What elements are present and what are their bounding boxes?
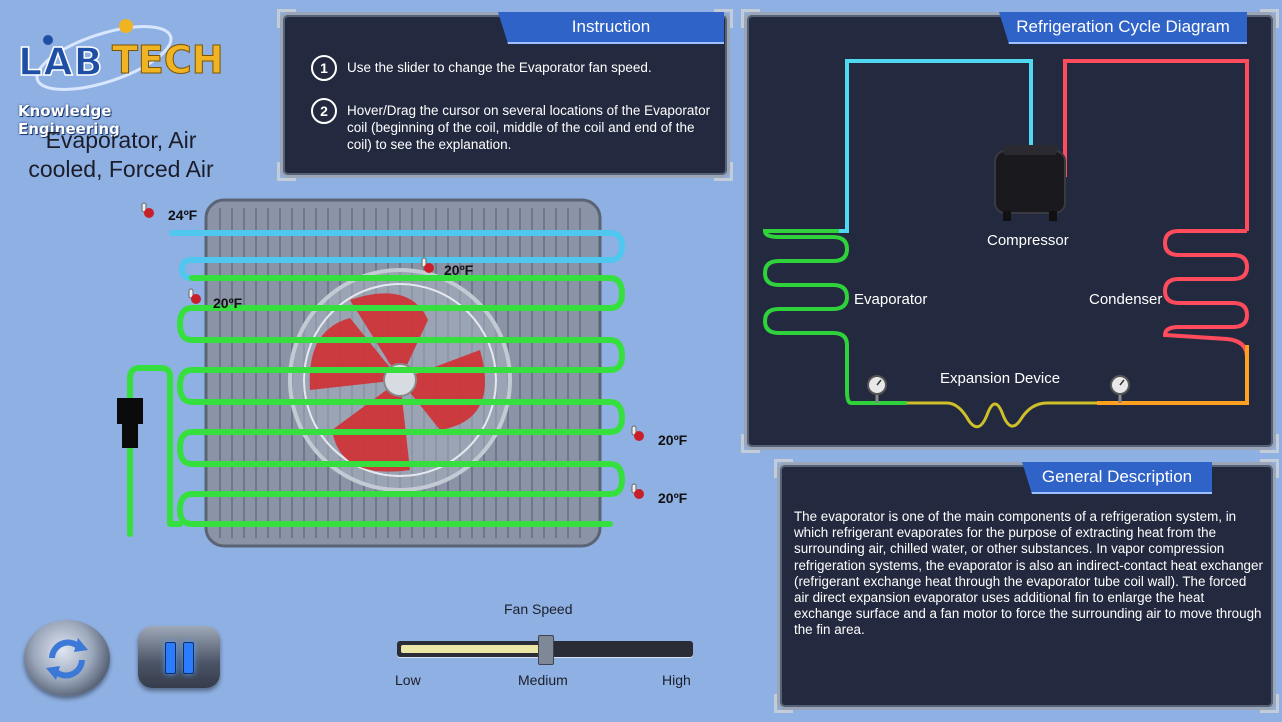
instruction-panel: Instruction 1 Use the slider to change t… (277, 9, 733, 181)
suction-line (839, 59, 1033, 233)
labtech-logo: LAB TECH (14, 12, 234, 102)
fan-speed-low-label: Low (395, 672, 421, 688)
pause-icon (165, 642, 176, 674)
compressor-label: Compressor (987, 232, 1069, 249)
refrigeration-cycle-diagram (762, 59, 1250, 429)
discharge-line (1059, 59, 1249, 231)
liquid-line (1097, 345, 1249, 405)
cycle-diagram-panel: Refrigeration Cycle Diagram (741, 9, 1279, 453)
reset-button[interactable] (24, 620, 110, 696)
coil-tubes (127, 230, 626, 537)
fan-icon (288, 268, 512, 492)
step-number-2: 2 (311, 98, 337, 124)
instruction-text-2: Hover/Drag the cursor on several locatio… (347, 103, 711, 152)
condenser-gauge-icon (1110, 375, 1130, 403)
temp-reading-inlet[interactable]: 24ºF (168, 207, 198, 223)
temp-reading-coil-left[interactable]: 20ºF (213, 295, 243, 311)
temp-reading-coil-right-mid[interactable]: 20ºF (658, 432, 688, 448)
description-panel-title: General Description (1022, 462, 1212, 494)
evaporator-gauge-icon (867, 375, 887, 403)
logo-accent-text: TECH (112, 38, 225, 83)
evaporator-coil-illustration[interactable] (110, 190, 630, 550)
temp-reading-coil-right-low[interactable]: 20ºF (658, 490, 688, 506)
description-panel: General Description The evaporator is on… (774, 459, 1279, 713)
tagline: Knowledge Engineering (18, 102, 120, 138)
logo-main-text: LAB (17, 39, 104, 85)
thermometer-icon (421, 257, 434, 273)
cycle-panel-title: Refrigeration Cycle Diagram (999, 12, 1247, 44)
fan-speed-thumb[interactable] (538, 635, 554, 665)
reset-icon (46, 638, 88, 680)
fan-speed-medium-label: Medium (518, 672, 568, 688)
thermometer-icon (631, 483, 644, 499)
logo-swoosh-icon (35, 19, 173, 91)
description-text: The evaporator is one of the main compon… (794, 509, 1263, 638)
fan-speed-label: Fan Speed (504, 601, 573, 617)
condenser-coil (1162, 229, 1250, 358)
fan-speed-fill (401, 645, 545, 653)
evaporator-label: Evaporator (854, 291, 928, 308)
expansion-valve-icon (117, 398, 143, 448)
thermometer-icon (188, 288, 201, 304)
condenser-label: Condenser (1089, 291, 1163, 308)
evaporator-coil (762, 229, 907, 405)
expansion-device-label: Expansion Device (940, 370, 1061, 387)
instruction-text-1: Use the slider to change the Evaporator … (347, 60, 652, 75)
temp-reading-coil-top[interactable]: 20ºF (444, 262, 474, 278)
compressor-icon (994, 145, 1066, 221)
instruction-panel-title: Instruction (498, 12, 724, 44)
fan-speed-high-label: High (662, 672, 691, 688)
expansion-coil (907, 401, 1097, 429)
step-number-1: 1 (311, 55, 337, 81)
pause-icon-bar (183, 642, 194, 674)
thermometer-icon (141, 202, 154, 218)
pause-button[interactable] (138, 626, 220, 688)
page-title: Evaporator, Air cooled, Forced Air (28, 127, 214, 182)
thermometer-icon (631, 425, 644, 441)
